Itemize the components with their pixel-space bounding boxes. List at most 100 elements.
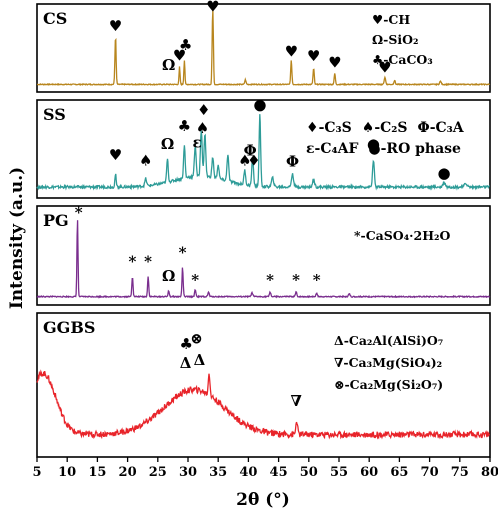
- legend-entry: Δ-Ca₂Al(AlSi)O₇: [334, 333, 443, 348]
- legend-symbol: *: [354, 228, 361, 243]
- x-tick-label: 10: [58, 465, 76, 480]
- x-tick-label: 60: [360, 465, 378, 480]
- legend-row: ⊗-Ca₂Mg(Si₂O₇): [334, 377, 443, 392]
- panel-cs: CS ♥Ω♥♣♥♥ ♥ ♥ ♥♥-CHΩ-SiO₂♣-CaCO₃: [36, 0, 491, 93]
- peak-marker: Ω: [162, 267, 175, 285]
- peak-marker: ♥: [285, 42, 298, 60]
- peak-marker: ♥: [378, 58, 391, 76]
- peak-marker: ⊗: [190, 330, 203, 348]
- series-line-cs: [36, 9, 491, 87]
- series-line-ss: [36, 114, 491, 191]
- legend-row: Ω-SiO₂: [372, 32, 418, 47]
- panel-frame: [36, 3, 491, 93]
- legend-entry: ⊗-Ca₂Mg(Si₂O₇): [334, 377, 443, 392]
- legend-entry: Ω-SiO₂: [372, 32, 418, 47]
- x-tick-label: 40: [239, 465, 257, 480]
- panel-label: CS: [43, 9, 67, 28]
- x-tick-label: 70: [421, 465, 439, 480]
- peak-marker: *: [128, 253, 136, 271]
- legend-row: ∇-Ca₃Mg(SiO₄)₂: [334, 355, 442, 370]
- peak-marker: Ω: [162, 56, 175, 74]
- peak-marker: Φ: [244, 142, 257, 160]
- x-axis: 5 10 15 20 25 30 35 40 45 50 55 60 65 70 75 80: [32, 457, 498, 480]
- legend-ggbs: Δ-Ca₂Al(AlSi)O₇ ∇-Ca₃Mg(SiO₄)₂ ⊗-Ca₂Mg(Si₂…: [334, 333, 443, 392]
- legend-entry: ∇-Ca₃Mg(SiO₄)₂: [334, 355, 442, 370]
- peak-marker: ♥: [307, 47, 320, 65]
- legend-entry: -RO phase: [381, 141, 461, 157]
- peak-marker: Δ: [180, 354, 192, 372]
- legend-row: ♦-C₃S ♠-C₂S Φ-C₃A: [306, 120, 465, 136]
- peak-marker: ♠: [139, 151, 152, 169]
- peak-marker: ♦: [247, 151, 260, 169]
- legend-pg: *-CaSO₄·2H₂O: [354, 228, 451, 243]
- series-line-pg: [36, 220, 491, 299]
- peak-marker: Φ: [286, 152, 299, 170]
- peak-marker: ♣: [178, 117, 191, 135]
- legend-symbol: ♥: [372, 12, 383, 27]
- peak-marker: ♥: [206, 0, 219, 16]
- peak-marker: *: [75, 204, 83, 222]
- x-tick-label: 45: [270, 465, 288, 480]
- peak-marker: ♣: [179, 335, 192, 353]
- legend-symbol: ♦: [306, 120, 319, 136]
- x-tick-label: 35: [209, 465, 227, 480]
- x-tick-label: 80: [481, 465, 498, 480]
- peak-marker: ●: [253, 96, 266, 114]
- panel-pg: PG ** *Ω** * * **-CaSO₄·2H₂O: [36, 204, 491, 306]
- peak-marker: Δ: [194, 351, 206, 369]
- legend-row: ε-C₄AF ●-RO phase: [306, 141, 461, 157]
- legend-ss: ♦-C₃S ♠-C₂S Φ-C₃A ε-C₄AF ●-RO phase: [306, 120, 465, 157]
- legend-entry: -C₃S: [319, 120, 352, 136]
- x-tick-label: 75: [451, 465, 469, 480]
- x-tick-label: 55: [330, 465, 348, 480]
- x-tick-label: 20: [119, 465, 137, 480]
- legend-entry: -CaCO₃: [383, 52, 433, 67]
- series-line-ggbs: [36, 369, 490, 440]
- peak-marker: ♠: [238, 151, 251, 169]
- x-axis-label: 2θ (°): [236, 490, 290, 510]
- legend-symbol: ♠: [362, 120, 375, 136]
- peak-marker: ♦: [197, 101, 210, 119]
- peak-marker: ε: [193, 133, 202, 151]
- peak-marker: *: [266, 271, 274, 289]
- peak-marker: ♥: [328, 54, 341, 72]
- legend-entry: -CaSO₄·2H₂O: [361, 228, 451, 243]
- peak-marker: ●: [367, 135, 380, 153]
- legend-entry: -C₂S: [374, 120, 407, 136]
- x-tick-label: 30: [179, 465, 197, 480]
- legend-row: Δ-Ca₂Al(AlSi)O₇: [334, 333, 443, 348]
- panel-frame: [36, 205, 491, 306]
- legend-symbol: ♣: [372, 52, 383, 67]
- legend-row: *-CaSO₄·2H₂O: [354, 228, 451, 243]
- legend-entry: Φ-C₃A: [418, 120, 465, 136]
- legend-row: ♣-CaCO₃: [372, 52, 433, 67]
- x-tick-label: 15: [88, 465, 106, 480]
- peak-marker: ♣: [179, 36, 192, 54]
- x-tick-label: 65: [390, 465, 408, 480]
- peak-marker: *: [313, 271, 321, 289]
- peak-marker: ♠: [196, 119, 209, 137]
- panel-label: GGBS: [43, 318, 95, 337]
- panel-label: SS: [43, 105, 66, 124]
- peak-marker: *: [179, 244, 187, 262]
- legend-cs: ♥-CH Ω-SiO₂ ♣-CaCO₃: [372, 12, 433, 67]
- peak-marker: *: [292, 271, 300, 289]
- legend-entry: ε-C₄AF: [306, 141, 358, 157]
- peak-marker: ♥: [109, 17, 122, 35]
- peak-marker: ♥: [173, 46, 186, 64]
- legend-entry: -CH: [383, 12, 410, 27]
- peak-marker: Ω: [161, 135, 174, 153]
- panel-label: PG: [43, 211, 69, 230]
- panel-frame: [36, 99, 491, 199]
- panel-frame: [36, 312, 491, 458]
- peak-marker: ●: [438, 164, 451, 182]
- y-axis-label: Intensity (a.u.): [7, 167, 27, 309]
- peak-marker: ♥: [109, 146, 122, 164]
- panel-ggbs: GGBS ♣⊗ Δ Δ ∇ Δ-Ca₂Al(AlSi)O₇ ∇-Ca₃Mg(SiO₄)₂ ⊗-…: [36, 312, 491, 458]
- legend-symbol: ●: [368, 141, 380, 157]
- x-tick-label: 50: [300, 465, 318, 480]
- legend-row: ♥-CH: [372, 12, 410, 27]
